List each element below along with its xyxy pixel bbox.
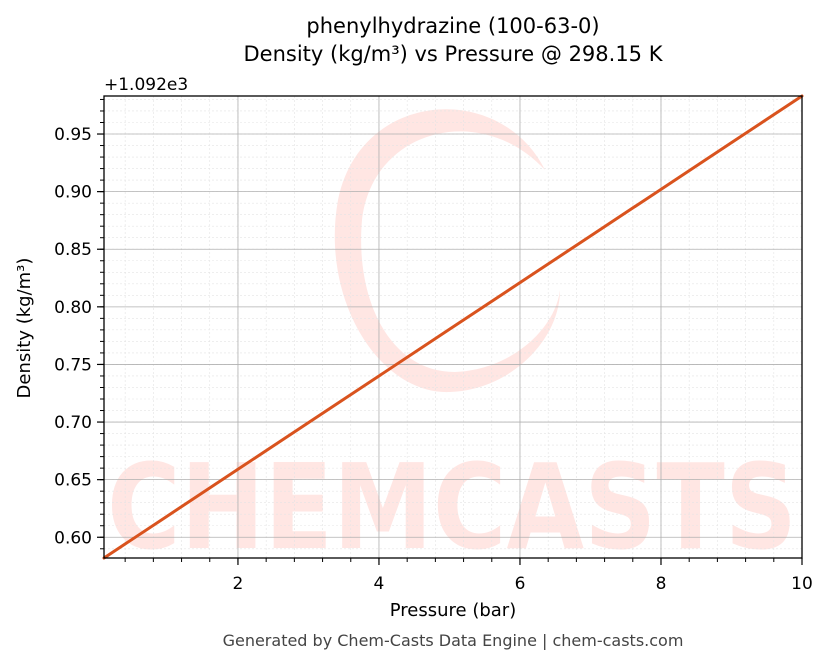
- y-tick-label: 0.75: [54, 355, 92, 375]
- y-tick-label: 0.85: [54, 240, 92, 260]
- watermark-text: CHEMCASTS: [107, 438, 797, 576]
- watermark: CHEMCASTS: [107, 109, 797, 576]
- y-axis-label: Density (kg/m³): [14, 258, 35, 399]
- watermark-swirl-icon: [334, 109, 560, 393]
- x-tick-label: 8: [656, 574, 667, 594]
- y-tick-label: 0.60: [54, 528, 92, 548]
- x-tick-label: 10: [791, 574, 813, 594]
- x-tick-label: 6: [515, 574, 526, 594]
- y-tick-label: 0.80: [54, 298, 92, 318]
- axis-ticks: [97, 98, 803, 565]
- chart-title-line1: phenylhydrazine (100-63-0): [306, 14, 599, 38]
- x-tick-label: 2: [233, 574, 244, 594]
- y-offset-label: +1.092e3: [104, 75, 188, 95]
- y-tick-label: 0.90: [54, 183, 92, 203]
- x-tick-label: 4: [374, 574, 385, 594]
- series-layer: [102, 94, 804, 560]
- density-series-line: [102, 94, 804, 560]
- y-tick-label: 0.95: [54, 125, 92, 145]
- footer-credit: Generated by Chem-Casts Data Engine | ch…: [223, 631, 684, 650]
- y-tick-label: 0.65: [54, 471, 92, 491]
- y-tick-label: 0.70: [54, 413, 92, 433]
- x-axis-label: Pressure (bar): [390, 600, 516, 621]
- chart-title-line2: Density (kg/m³) vs Pressure @ 298.15 K: [243, 42, 663, 66]
- plot-frame: [103, 95, 803, 559]
- axis-tick-labels: 2 4 6 8 10 0.60 0.65 0.70 0.75 0.80 0.85 0.90 0.95: [54, 125, 813, 594]
